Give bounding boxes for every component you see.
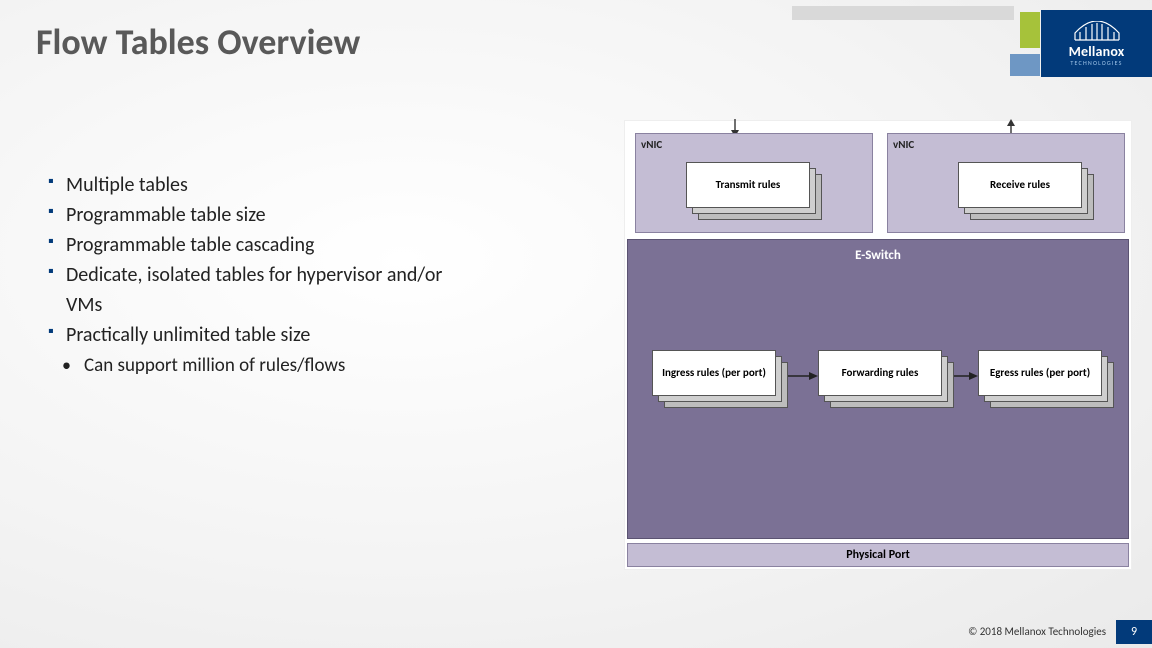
- stack-receive: Receive rules: [958, 162, 1094, 220]
- eswitch-box: E-Switch Ingress rules (per port) Forwar…: [627, 239, 1129, 539]
- bullet-item: Multiple tables: [48, 170, 588, 200]
- vnic-label: vNIC: [893, 138, 914, 151]
- bullet-item: Programmable table cascading: [48, 230, 588, 260]
- vnic-box-2: vNIC Receive rules: [887, 133, 1125, 233]
- arrow-right-icon: [788, 368, 818, 380]
- bullet-list: Multiple tablesProgrammable table sizePr…: [48, 170, 588, 381]
- footer-copyright: © 2018 Mellanox Technologies: [968, 625, 1106, 638]
- flow-diagram: vNIC Transmit rules vNIC Receive rules E…: [624, 120, 1132, 570]
- decorative-bar: [792, 6, 1014, 20]
- stack-forwarding: Forwarding rules: [818, 350, 954, 408]
- stack-label: Ingress rules (per port): [652, 350, 776, 396]
- stack-ingress: Ingress rules (per port): [652, 350, 788, 408]
- page-number: 9: [1116, 620, 1152, 644]
- bullet-item: Dedicate, isolated tables for hypervisor…: [48, 260, 588, 290]
- eswitch-label: E-Switch: [628, 248, 1128, 263]
- stack-label: Forwarding rules: [818, 350, 942, 396]
- stack-label: Transmit rules: [686, 162, 810, 208]
- bridge-icon: [1074, 21, 1120, 41]
- brand-name: Mellanox: [1069, 43, 1125, 60]
- physical-port-label: Physical Port: [846, 548, 910, 562]
- decorative-bar: [1020, 12, 1040, 48]
- bullet-item: Practically unlimited table size: [48, 320, 588, 350]
- decorative-bar: [1010, 54, 1040, 76]
- brand-logo: Mellanox TECHNOLOGIES: [1041, 10, 1152, 77]
- bullet-item: Programmable table size: [48, 200, 588, 230]
- stack-label: Receive rules: [958, 162, 1082, 208]
- arrow-right-icon: [954, 368, 978, 380]
- stack-egress: Egress rules (per port): [978, 350, 1114, 408]
- page-title: Flow Tables Overview: [36, 20, 360, 64]
- stack-label: Egress rules (per port): [978, 350, 1102, 396]
- vnic-label: vNIC: [641, 138, 662, 151]
- stack-transmit: Transmit rules: [686, 162, 822, 220]
- bullet-item-wrap: VMs: [48, 290, 588, 320]
- brand-subtitle: TECHNOLOGIES: [1070, 59, 1122, 67]
- sub-bullet-item: Can support million of rules/flows: [62, 352, 588, 381]
- vnic-box-1: vNIC Transmit rules: [635, 133, 873, 233]
- physical-port-box: Physical Port: [627, 543, 1129, 567]
